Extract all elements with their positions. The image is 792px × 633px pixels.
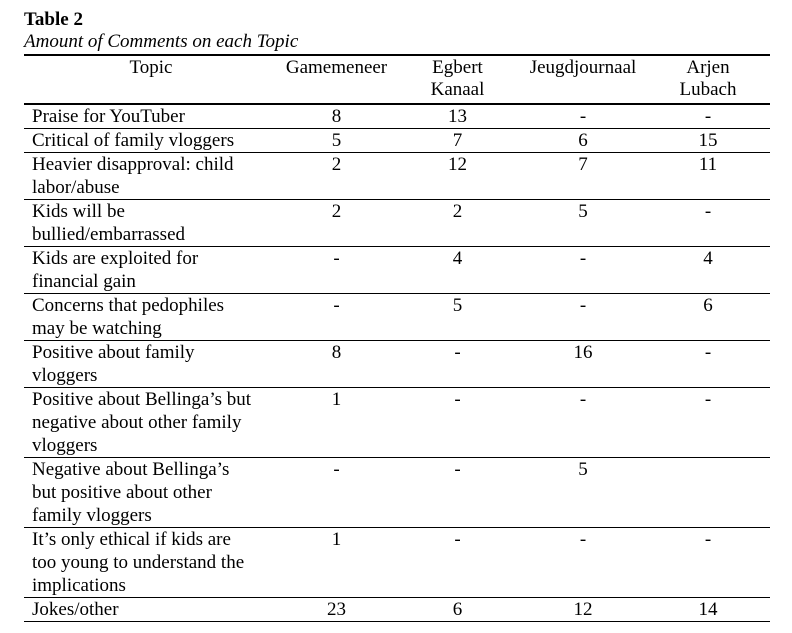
value-cell: -: [454, 389, 461, 410]
value-cell: -: [704, 201, 712, 222]
topic-cell: Heavier disapproval: child labor/abuse: [32, 154, 234, 198]
table-row: Kids are exploited for financial gain - …: [24, 247, 770, 294]
table-caption: Table 2 Amount of Comments on each Topic: [24, 9, 770, 53]
value-cell: -: [333, 295, 340, 316]
value-cell: 23: [327, 599, 346, 620]
table-row: Critical of family vloggers 5 7 6 15: [24, 129, 770, 153]
value-cell: 5: [331, 130, 342, 151]
value-cell: [646, 458, 770, 528]
value-cell: 13: [448, 106, 467, 127]
table-row: Heavier disapproval: child labor/abuse 2…: [24, 153, 770, 200]
column-header-arjen-lubach: Arjen Lubach: [679, 57, 737, 100]
value-cell: -: [579, 529, 587, 550]
value-cell: -: [454, 459, 461, 480]
value-cell: -: [454, 529, 461, 550]
table-row: Kids will be bullied/embarrassed 2 2 5 -: [24, 200, 770, 247]
value-cell: -: [704, 529, 712, 550]
value-cell: 5: [578, 459, 588, 480]
table-row: Positive about Bellinga’s but negative a…: [24, 388, 770, 458]
value-cell: 2: [452, 201, 463, 222]
topic-cell: Negative about Bellinga’s but positive a…: [32, 459, 230, 526]
value-cell: 7: [578, 154, 588, 175]
value-cell: 15: [698, 130, 718, 151]
header-row: Topic Gamemeneer Egbert Kanaal Jeugdjour…: [24, 55, 770, 104]
table-row: Negative about Bellinga’s but positive a…: [24, 458, 770, 528]
value-cell: -: [333, 248, 340, 269]
value-cell: -: [579, 295, 587, 316]
value-cell: -: [454, 342, 461, 363]
value-cell: 12: [573, 599, 593, 620]
topic-cell: Positive about family vloggers: [32, 342, 195, 386]
topic-cell: Concerns that pedophiles may be watching: [32, 295, 225, 339]
topic-cell: Critical of family vloggers: [32, 130, 235, 151]
value-cell: -: [704, 106, 712, 127]
value-cell: 2: [331, 154, 342, 175]
value-cell: 6: [578, 130, 588, 151]
value-cell: 5: [578, 201, 588, 222]
value-cell: -: [579, 248, 587, 269]
value-cell: 16: [573, 342, 593, 363]
topic-cell: It’s only ethical if kids are too young …: [32, 529, 245, 596]
table-label: Table 2: [24, 9, 83, 30]
column-header-topic: Topic: [129, 57, 173, 78]
column-header-gamemeneer: Gamemeneer: [285, 57, 388, 78]
value-cell: -: [704, 342, 712, 363]
table-row: Concerns that pedophiles may be watching…: [24, 294, 770, 341]
topic-cell: Jokes/other: [32, 599, 119, 620]
value-cell: -: [704, 389, 712, 410]
value-cell: 1: [331, 389, 342, 410]
column-header-egbert-kanaal: Egbert Kanaal: [430, 57, 485, 100]
table-row: Positive about family vloggers 8 - 16 -: [24, 341, 770, 388]
value-cell: 6: [703, 295, 713, 316]
table-title: Amount of Comments on each Topic: [24, 31, 299, 52]
table-row: It’s only ethical if kids are too young …: [24, 528, 770, 598]
value-cell: -: [333, 459, 340, 480]
value-cell: 2: [331, 201, 342, 222]
value-cell: 6: [452, 599, 463, 620]
topic-cell: Kids will be bullied/embarrassed: [32, 201, 186, 245]
topic-cell: Praise for YouTuber: [32, 106, 185, 127]
value-cell: 4: [452, 248, 463, 269]
column-header-jeugdjournaal: Jeugdjournaal: [529, 57, 637, 78]
topic-cell: Kids are exploited for financial gain: [32, 248, 199, 292]
value-cell: 4: [703, 248, 713, 269]
value-cell: 14: [698, 599, 718, 620]
value-cell: 8: [331, 342, 342, 363]
value-cell: -: [579, 389, 587, 410]
value-cell: -: [579, 106, 587, 127]
value-cell: 8: [331, 106, 342, 127]
value-cell: 1: [331, 529, 342, 550]
value-cell: 12: [448, 154, 467, 175]
table-row: Jokes/other 23 6 12 14: [24, 598, 770, 622]
value-cell: 5: [452, 295, 463, 316]
value-cell: 7: [452, 130, 463, 151]
table-row: Praise for YouTuber 8 13 - -: [24, 104, 770, 129]
value-cell: 11: [698, 154, 718, 175]
comments-table: Topic Gamemeneer Egbert Kanaal Jeugdjour…: [24, 54, 770, 622]
topic-cell: Positive about Bellinga’s but negative a…: [32, 389, 252, 456]
